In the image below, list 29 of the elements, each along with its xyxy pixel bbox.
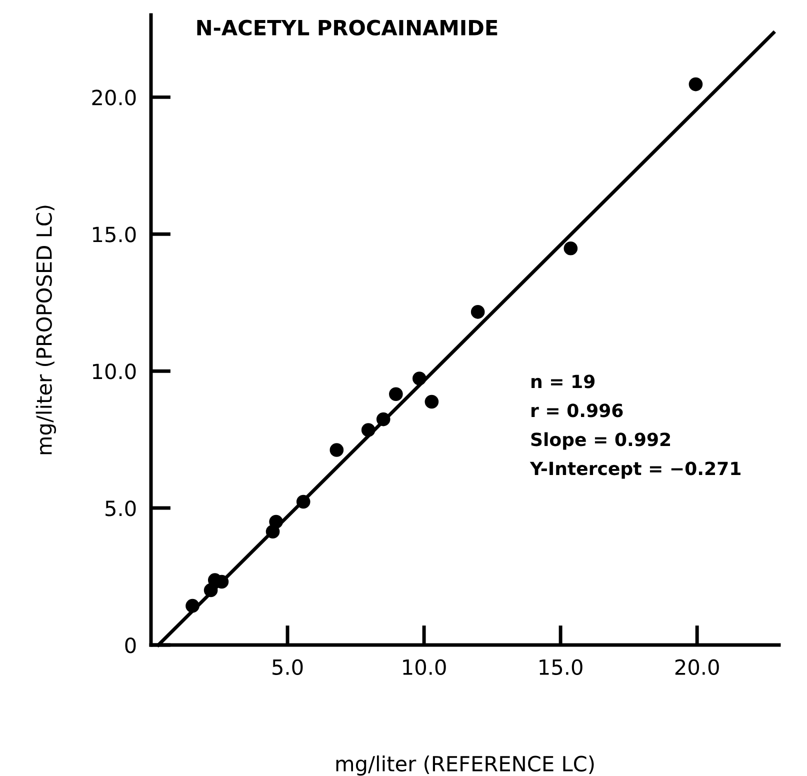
x-tick-label: 5.0	[272, 659, 303, 676]
point	[564, 241, 578, 256]
annotation: n = 19	[532, 374, 595, 388]
point	[470, 305, 485, 319]
point	[186, 598, 200, 613]
chart-title: N-ACETYL PROCAINAMIDE	[197, 20, 498, 36]
x-tick-label: 20.0	[675, 659, 719, 676]
y-tick-label: 15.0	[93, 226, 136, 242]
point	[269, 514, 283, 529]
point	[361, 423, 376, 437]
point	[389, 387, 403, 401]
y-tick-label: 0	[125, 637, 136, 654]
point	[330, 443, 344, 457]
y-axis-title: mg/liter (PROPOSED LC)	[36, 206, 56, 454]
point	[296, 494, 310, 509]
annotation: Slope = 0.992	[531, 432, 670, 450]
annotation: r = 0.996	[532, 404, 623, 418]
point	[424, 394, 439, 409]
y-tick-label: 20.0	[92, 90, 136, 106]
y-tick-label: 5.0	[106, 500, 136, 516]
y-tick-label: 10.0	[93, 364, 136, 380]
point	[376, 412, 390, 426]
x-tick-label: 15.0	[540, 659, 582, 676]
point	[412, 372, 426, 386]
annotation: Y-Intercept = −0.271	[530, 462, 740, 479]
point	[204, 583, 218, 598]
point	[688, 77, 703, 92]
x-axis-title: mg/liter (REFERENCE LC)	[336, 755, 594, 776]
x-tick-label: 10.0	[403, 659, 446, 676]
